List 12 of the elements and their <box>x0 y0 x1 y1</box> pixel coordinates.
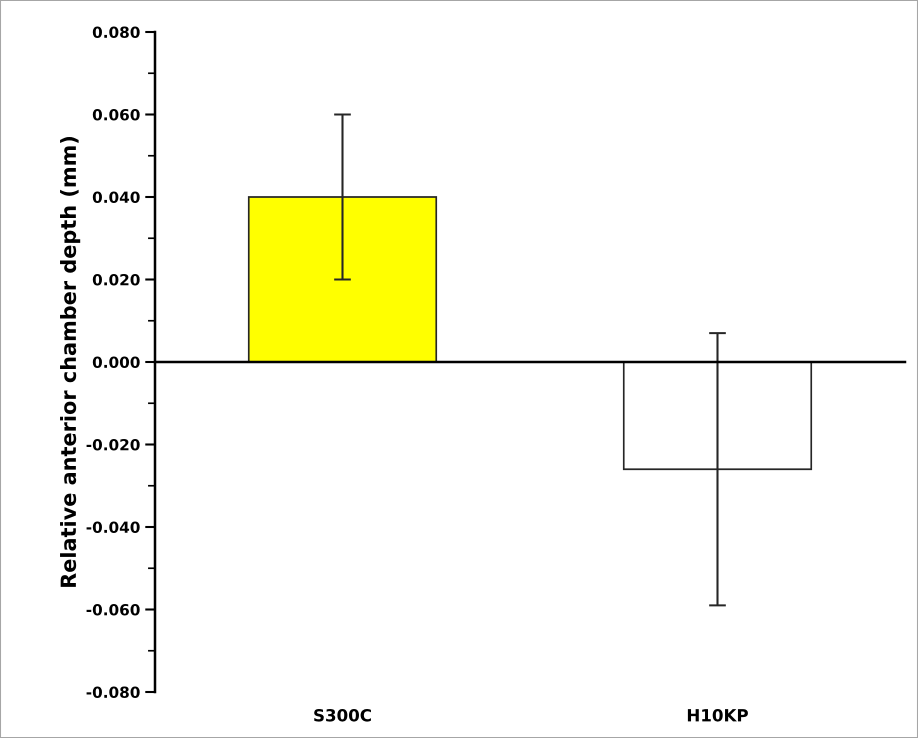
y-tick-label: 0.060 <box>92 108 140 121</box>
y-tick-label: -0.020 <box>86 438 140 451</box>
y-tick-label: -0.040 <box>86 521 140 534</box>
y-tick-label: -0.080 <box>86 686 140 698</box>
x-tick-label: S300C <box>314 708 371 722</box>
y-tick-label: 0.040 <box>92 191 140 204</box>
y-axis-title: Relative anterior chamber depth (mm) <box>60 136 80 587</box>
y-tick-label: 0.080 <box>92 26 140 38</box>
y-tick-label: 0.020 <box>92 274 140 286</box>
y-tick-label: -0.060 <box>86 604 140 616</box>
x-tick-label: H10KP <box>688 708 748 722</box>
y-tick-label: 0.000 <box>92 356 140 368</box>
